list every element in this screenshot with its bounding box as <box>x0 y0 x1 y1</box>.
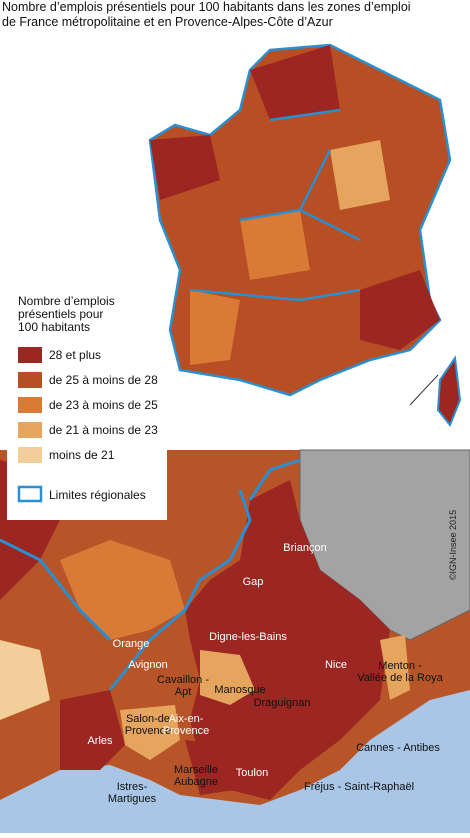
legend-label: de 25 à moins de 28 <box>49 373 158 387</box>
place-label: Apt <box>175 686 192 698</box>
zone-dark <box>60 690 125 770</box>
place-label: Provence <box>125 725 171 737</box>
legend-label: Limites régionales <box>49 488 146 502</box>
legend-title: Nombre d’emplois <box>18 294 115 308</box>
legend-label: de 21 à moins de 23 <box>49 423 158 437</box>
zone-orange <box>240 210 310 280</box>
legend-label: 28 et plus <box>49 348 101 362</box>
zone-sand <box>380 635 410 700</box>
place-label: Digne-les-Bains <box>209 631 287 643</box>
place-label: Fréjus - Saint-Raphaël <box>304 781 414 793</box>
legend-swatch <box>18 347 42 363</box>
place-label: Arles <box>87 735 113 747</box>
corsica <box>436 355 462 427</box>
place-label: Cavaillon - <box>157 674 209 686</box>
france-map <box>148 43 462 427</box>
place-label: Toulon <box>236 767 268 779</box>
legend-label: de 23 à moins de 25 <box>49 398 158 412</box>
zone-orange <box>60 540 185 640</box>
place-label: Menton - <box>378 660 422 672</box>
place-label: Marseille <box>174 764 218 776</box>
place-label: Avignon <box>128 659 168 671</box>
place-label: Nice <box>325 659 347 671</box>
sea <box>0 690 470 833</box>
inset-line <box>409 374 439 406</box>
title-line: Nombre d’emplois présentiels pour 100 ha… <box>2 0 411 14</box>
place-label: Briançon <box>283 542 326 554</box>
place-label: Martigues <box>108 793 157 805</box>
place-label: Istres- <box>117 781 148 793</box>
legend-title: présentiels pour <box>18 307 103 321</box>
place-label: Cannes - Antibes <box>356 742 440 754</box>
legend-title: 100 habitants <box>18 320 90 334</box>
legend-boundary-swatch <box>17 485 43 503</box>
credit: ©IGN-Insee 2015 <box>448 510 458 580</box>
zone-sand <box>330 140 390 210</box>
zone-sand <box>120 705 180 760</box>
regional-boundary <box>0 538 112 642</box>
zone-orange <box>190 290 240 365</box>
zone-dark <box>360 270 440 350</box>
regional-boundary <box>108 458 301 691</box>
legend-swatch <box>18 372 42 388</box>
place-label: Draguignan <box>254 697 311 709</box>
legend-label: moins de 21 <box>49 448 115 462</box>
zone-sand <box>200 650 255 705</box>
place-label: Gap <box>243 576 264 588</box>
zone-dark <box>185 480 390 800</box>
title: Nombre d’emplois présentiels pour 100 ha… <box>2 0 411 29</box>
zone-dark <box>185 740 235 795</box>
place-label: Vallée de la Roya <box>357 672 443 684</box>
zone-dark <box>250 45 340 120</box>
title-line: de France métropolitaine et en Provence-… <box>2 15 333 29</box>
zone-light <box>0 640 50 720</box>
place-label: Salon-de <box>126 713 170 725</box>
place-label: Orange <box>113 638 150 650</box>
place-label: Aubagne <box>174 776 218 788</box>
place-labels: Briançon Gap Digne-les-Bains Nice Menton -Va… <box>87 542 443 805</box>
legend-swatch <box>18 447 42 463</box>
place-label: Aix-en- <box>169 713 204 725</box>
regional-boundary <box>189 108 361 302</box>
place-label: Provence <box>163 725 209 737</box>
legend-swatch <box>18 397 42 413</box>
place-label: Manosque <box>214 684 265 696</box>
legend-swatch <box>18 422 42 438</box>
zone-dark <box>150 135 220 200</box>
